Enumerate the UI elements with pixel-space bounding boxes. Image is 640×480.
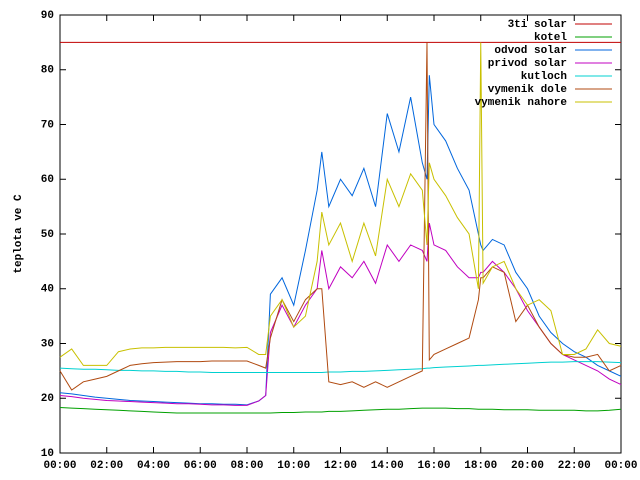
- y-axis-label: teplota ve C: [13, 194, 25, 274]
- legend-label: privod solar: [488, 58, 567, 70]
- y-tick-label: 40: [41, 284, 54, 296]
- x-tick-label: 16:00: [417, 460, 450, 472]
- legend-label: vymenik dole: [488, 84, 568, 96]
- y-tick-label: 60: [41, 174, 54, 186]
- y-tick-label: 30: [41, 338, 54, 350]
- y-tick-label: 90: [41, 10, 54, 22]
- y-tick-label: 80: [41, 65, 54, 77]
- legend-label: kutloch: [521, 71, 567, 83]
- x-tick-label: 12:00: [324, 460, 357, 472]
- x-tick-label: 10:00: [277, 460, 310, 472]
- series-line: [59, 42, 622, 391]
- series-line: [59, 75, 622, 406]
- x-tick-label: 06:00: [184, 460, 217, 472]
- x-tick-label: 18:00: [464, 460, 497, 472]
- x-tick-label: 02:00: [90, 460, 123, 472]
- series-line: [59, 361, 622, 374]
- y-tick-label: 70: [41, 119, 54, 131]
- x-tick-label: 14:00: [371, 460, 404, 472]
- x-tick-label: 00:00: [604, 460, 637, 472]
- legend-label: vymenik nahore: [475, 97, 568, 109]
- series-line: [59, 407, 622, 414]
- legend-label: odvod solar: [494, 45, 567, 57]
- x-tick-label: 00:00: [43, 460, 76, 472]
- y-tick-label: 20: [41, 393, 54, 405]
- x-tick-label: 04:00: [137, 460, 170, 472]
- y-tick-label: 50: [41, 229, 54, 241]
- x-tick-label: 22:00: [558, 460, 591, 472]
- series-line: [59, 42, 622, 366]
- series-line: [59, 222, 622, 406]
- legend-label: kotel: [534, 32, 567, 44]
- x-tick-label: 20:00: [511, 460, 544, 472]
- y-tick-label: 10: [41, 448, 54, 460]
- legend-label: 3ti solar: [508, 19, 567, 31]
- x-tick-label: 08:00: [230, 460, 263, 472]
